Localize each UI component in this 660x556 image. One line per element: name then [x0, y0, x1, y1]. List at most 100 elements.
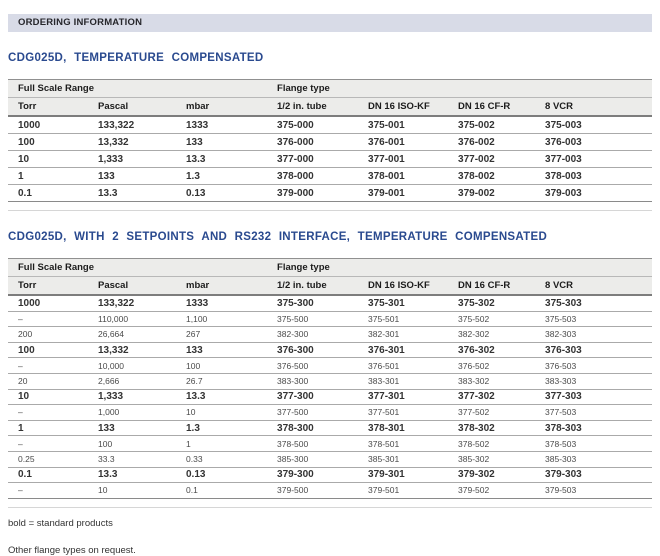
column-header: Torr — [8, 97, 98, 117]
table-row: –10,000 100 376-500 376-501 376-502 376-503 — [8, 357, 652, 374]
table-cell: 0.13 — [186, 184, 278, 202]
table-cell: 376-000 — [277, 133, 369, 151]
column-header: 1/2 in. tube — [277, 276, 369, 296]
table-row: 10 1,333 13.3 377-000 377-001 377-002 377-003 — [8, 150, 652, 168]
table-cell: – — [8, 404, 98, 421]
table-cell: 267 — [186, 326, 278, 343]
table-cell: 0.1 — [8, 467, 98, 484]
table-cell: 379-002 — [458, 184, 546, 202]
table-cell: 377-300 — [277, 389, 369, 406]
column-header: 1/2 in. tube — [277, 97, 369, 117]
table-cell: 20 — [8, 373, 98, 390]
table-cell: 379-000 — [277, 184, 369, 202]
table-cell: 100 — [8, 133, 98, 151]
table-cell: 0.1 — [186, 482, 278, 499]
column-header: 8 VCR — [545, 97, 652, 117]
table-cell: 377-003 — [545, 150, 652, 168]
table-cell: 133 — [186, 133, 278, 151]
table-cell: 26.7 — [186, 373, 278, 390]
table-row: 10 1,333 13.3 377-300 377-301 377-302 377-303 — [8, 389, 652, 406]
table-cell: 376-500 — [277, 357, 369, 374]
table-cell: 100 — [186, 357, 278, 374]
table-cell: 1000 — [8, 116, 98, 134]
table-cell: 383-300 — [277, 373, 369, 390]
group-header: Full Scale Range — [8, 79, 278, 98]
table-cell: 375-302 — [458, 295, 546, 312]
table-row: 1 133 1.3 378-300 378-301 378-302 378-303 — [8, 420, 652, 437]
table-bottom-strip — [8, 499, 652, 508]
table-cell: 0.1 — [8, 184, 98, 202]
table-cell: 377-500 — [277, 404, 369, 421]
table-cell: 376-303 — [545, 342, 652, 359]
table-cell: 382-301 — [368, 326, 459, 343]
table-cell: 200 — [8, 326, 98, 343]
table-cell: 1 — [186, 435, 278, 452]
table-cell: – — [8, 482, 98, 499]
table-cell: 13,332 — [98, 133, 186, 151]
table-cell: 377-302 — [458, 389, 546, 406]
table-cell: 383-303 — [545, 373, 652, 390]
table-cell: 375-502 — [458, 311, 546, 328]
table-row: –1,000 10 377-500 377-501 377-502 377-503 — [8, 404, 652, 421]
table-cell: 382-303 — [545, 326, 652, 343]
table-cell: 375-501 — [368, 311, 459, 328]
table-cell: 110,000 — [98, 311, 186, 328]
table-cell: 385-303 — [545, 451, 652, 468]
table-cell: 375-301 — [368, 295, 459, 312]
page: ORDERING INFORMATION CDG025D, TEMPERATUR… — [0, 14, 660, 556]
table-cell: 377-502 — [458, 404, 546, 421]
table-cell: 0.33 — [186, 451, 278, 468]
table-row: 1 133 1.3 378-000 378-001 378-002 378-003 — [8, 167, 652, 185]
table-cell: 10,000 — [98, 357, 186, 374]
table-row: 0.25 33.3 0.33 385-300 385-301 385-302 385-303 — [8, 451, 652, 468]
table-cell: 133,322 — [98, 116, 186, 134]
group-header: Full Scale Range — [8, 258, 278, 277]
table-cell: 100 — [98, 435, 186, 452]
table-cell: 379-501 — [368, 482, 459, 499]
table-row: 20 2,666 26.7 383-300 383-301 383-302 383-303 — [8, 373, 652, 390]
column-header: DN 16 CF-R — [458, 276, 546, 296]
table-cell: 385-300 — [277, 451, 369, 468]
ordering-table-setpoints-rs232: Full Scale Range Flange type Torr Pascal mba… — [8, 258, 652, 508]
table-cell: 378-302 — [458, 420, 546, 437]
column-header: DN 16 CF-R — [458, 97, 546, 117]
table-cell: – — [8, 357, 98, 374]
table-row: 100 13,332 133 376-300 376-301 376-302 376-303 — [8, 342, 652, 359]
table-cell: 1333 — [186, 295, 278, 312]
table-cell: 377-002 — [458, 150, 546, 168]
table-cell: 378-001 — [368, 167, 459, 185]
table-cell: 377-001 — [368, 150, 459, 168]
table-cell: 13.3 — [186, 389, 278, 406]
note-bold-standard-products: bold = standard products — [8, 517, 113, 529]
table-row: 200 26,664 267 382-300 382-301 382-302 382-303 — [8, 326, 652, 343]
product-title-temperature-compensated: CDG025D, TEMPERATURE COMPENSATED — [8, 52, 264, 64]
product-title-setpoints-rs232: CDG025D, WITH 2 SETPOINTS AND RS232 INTE… — [8, 231, 548, 243]
table-cell: 377-000 — [277, 150, 369, 168]
table-cell: 1,000 — [98, 404, 186, 421]
group-header: Flange type — [277, 258, 652, 277]
table-cell: 378-000 — [277, 167, 369, 185]
table-cell: 1.3 — [186, 420, 278, 437]
table-cell: 1 — [8, 420, 98, 437]
table-cell: 379-300 — [277, 467, 369, 484]
ordering-table: Full Scale Range Flange type Torr Pascal mba… — [8, 258, 652, 499]
table-cell: 13.3 — [98, 184, 186, 202]
table-cell: 378-500 — [277, 435, 369, 452]
table-row: –110,000 1,100 375-500 375-501 375-502 375-50… — [8, 311, 652, 328]
table-cell: 385-302 — [458, 451, 546, 468]
table-cell: 26,664 — [98, 326, 186, 343]
table-cell: 379-500 — [277, 482, 369, 499]
table-cell: 375-503 — [545, 311, 652, 328]
table-cell: 0.25 — [8, 451, 98, 468]
table-cell: 375-000 — [277, 116, 369, 134]
table-cell: 13.3 — [98, 467, 186, 484]
table-cell: 379-003 — [545, 184, 652, 202]
table-cell: 378-503 — [545, 435, 652, 452]
table-cell: 133 — [98, 167, 186, 185]
section-header-label: ORDERING INFORMATION — [18, 17, 143, 28]
table-cell: 376-002 — [458, 133, 546, 151]
table-cell: 377-501 — [368, 404, 459, 421]
table-cell: 378-301 — [368, 420, 459, 437]
table-cell: 1 — [8, 167, 98, 185]
table-cell: 385-301 — [368, 451, 459, 468]
